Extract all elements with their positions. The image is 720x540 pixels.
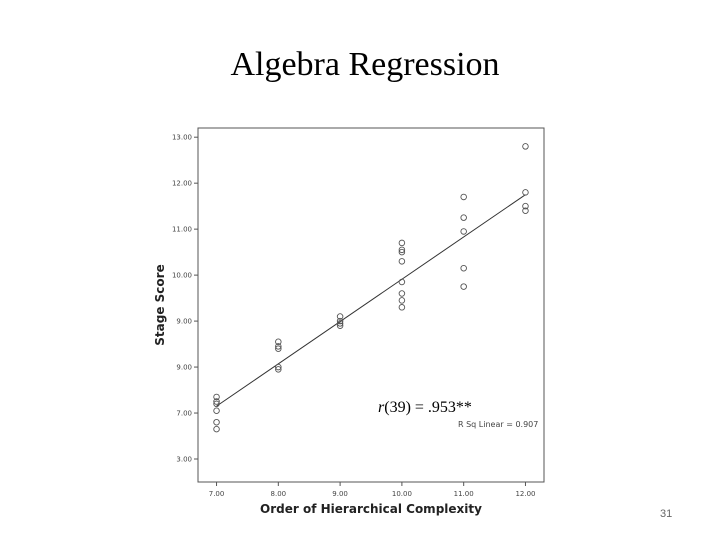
data-point [398, 304, 406, 311]
x-tick-label: 12.00 [515, 490, 535, 498]
x-tick-label: 8.00 [271, 490, 287, 498]
regression-line [216, 194, 526, 407]
y-tick-label: 9.00 [176, 364, 192, 372]
data-point [275, 366, 282, 373]
data-point [275, 338, 282, 346]
y-tick-label: 9.00 [176, 318, 192, 326]
data-point [275, 363, 282, 371]
data-point [460, 193, 467, 201]
data-point [398, 297, 406, 304]
x-tick-label: 11.00 [454, 490, 474, 498]
data-point [336, 313, 344, 320]
data-point [213, 407, 220, 414]
data-point [213, 425, 220, 433]
data-point [522, 189, 529, 196]
x-tick-label: 9.00 [332, 490, 348, 498]
data-point [336, 320, 344, 327]
data-point [460, 228, 467, 235]
r-symbol: r [378, 399, 385, 416]
data-point [336, 317, 344, 325]
y-axis-ticks: 3.00 7.00 9.00 9.00 10.00 11.00 12.00 13.00 [172, 134, 198, 464]
data-point [213, 393, 220, 401]
r-squared-label: R Sq Linear = 0.907 [458, 420, 539, 429]
data-point [398, 258, 406, 265]
correlation-annotation: r(39) = .953** [378, 399, 472, 417]
x-axis-ticks: 7.00 8.00 9.00 10.00 11.00 12.00 [209, 482, 535, 498]
data-point [522, 143, 529, 150]
y-axis-title: Stage Score [153, 264, 167, 345]
x-tick-label: 10.00 [392, 490, 412, 498]
data-point [460, 283, 467, 290]
data-point [336, 322, 344, 329]
data-point [398, 239, 406, 247]
data-point [213, 418, 220, 426]
y-tick-label: 3.00 [176, 456, 192, 464]
data-point [522, 207, 529, 215]
slide-title: Algebra Regression [230, 46, 500, 83]
y-tick-label: 12.00 [172, 180, 192, 188]
fit-line-group [216, 194, 526, 407]
data-point [460, 214, 467, 221]
data-point [522, 202, 529, 210]
y-tick-label: 13.00 [172, 134, 192, 142]
data-point [460, 264, 467, 272]
y-tick-label: 7.00 [176, 410, 192, 418]
data-point [275, 345, 282, 352]
data-point [398, 278, 406, 286]
data-point [213, 400, 220, 408]
r-value: (39) = .953** [384, 399, 472, 416]
x-tick-label: 7.00 [209, 490, 225, 498]
data-point [398, 290, 406, 297]
data-point [398, 248, 406, 256]
data-point [213, 398, 220, 405]
data-point [398, 246, 406, 254]
y-tick-label: 10.00 [172, 272, 192, 280]
page-number: 31 [660, 508, 673, 520]
points-group [213, 143, 529, 433]
plot-frame [197, 127, 545, 483]
data-point [275, 343, 282, 350]
x-axis-title: Order of Hierarchical Complexity [260, 502, 482, 516]
y-tick-label: 11.00 [172, 226, 192, 234]
